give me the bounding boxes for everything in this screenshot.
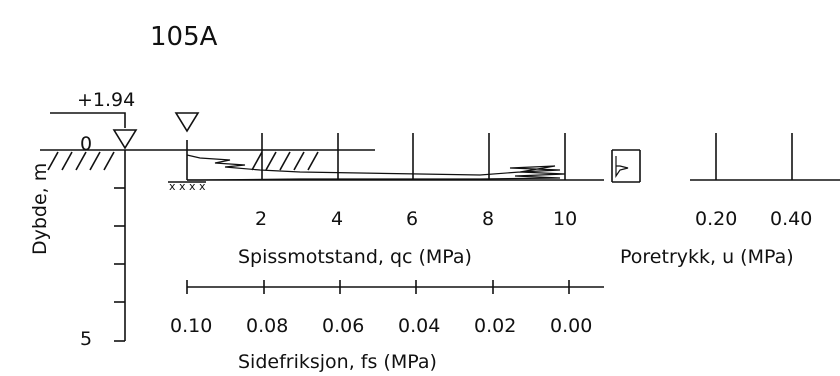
ground-hatch-right	[251, 151, 319, 171]
qc-tick-label: 4	[331, 208, 343, 230]
fs-tick-label: 0.08	[246, 315, 288, 337]
qc-tick-label: 2	[255, 208, 267, 230]
qc-trace	[186, 154, 566, 181]
qc-gridlines	[261, 133, 566, 180]
depth-axis-title: Dybde, m	[29, 163, 51, 255]
fs-mini-plot	[611, 149, 641, 183]
fs-tick-label: 0.04	[398, 315, 440, 337]
elevation-label: +1.94	[77, 89, 135, 111]
u-tick-label: 0.20	[695, 208, 737, 230]
fs-tick-label: 0.02	[474, 315, 516, 337]
fs-tick-label: 0.10	[170, 315, 212, 337]
base-markers: x x x x	[168, 180, 206, 193]
ground-hatch-left	[47, 151, 115, 171]
u-axis-title: Poretrykk, u (MPa)	[620, 246, 794, 268]
water-level-icon-2	[174, 112, 200, 133]
qc-axis-title: Spissmotstand, qc (MPa)	[238, 246, 472, 268]
depth-axis-ticks	[114, 187, 125, 342]
fs-axis-title: Sidefriksjon, fs (MPa)	[238, 351, 437, 373]
water-level-icon	[112, 129, 138, 150]
borehole-id: 105A	[150, 22, 218, 52]
u-gridlines	[715, 133, 793, 180]
fs-tick-label: 0.06	[322, 315, 364, 337]
depth-zero-label: 0	[80, 133, 92, 155]
fs-tick-label: 0.00	[550, 315, 592, 337]
svg-text:x x x x: x x x x	[169, 180, 206, 193]
qc-tick-label: 6	[406, 208, 418, 230]
fs-axis-ticks	[186, 280, 570, 294]
depth-five-label: 5	[80, 328, 92, 350]
u-tick-label: 0.40	[770, 208, 812, 230]
qc-tick-label: 8	[482, 208, 494, 230]
elevation-leader	[50, 112, 126, 128]
qc-tick-label: 10	[553, 208, 577, 230]
